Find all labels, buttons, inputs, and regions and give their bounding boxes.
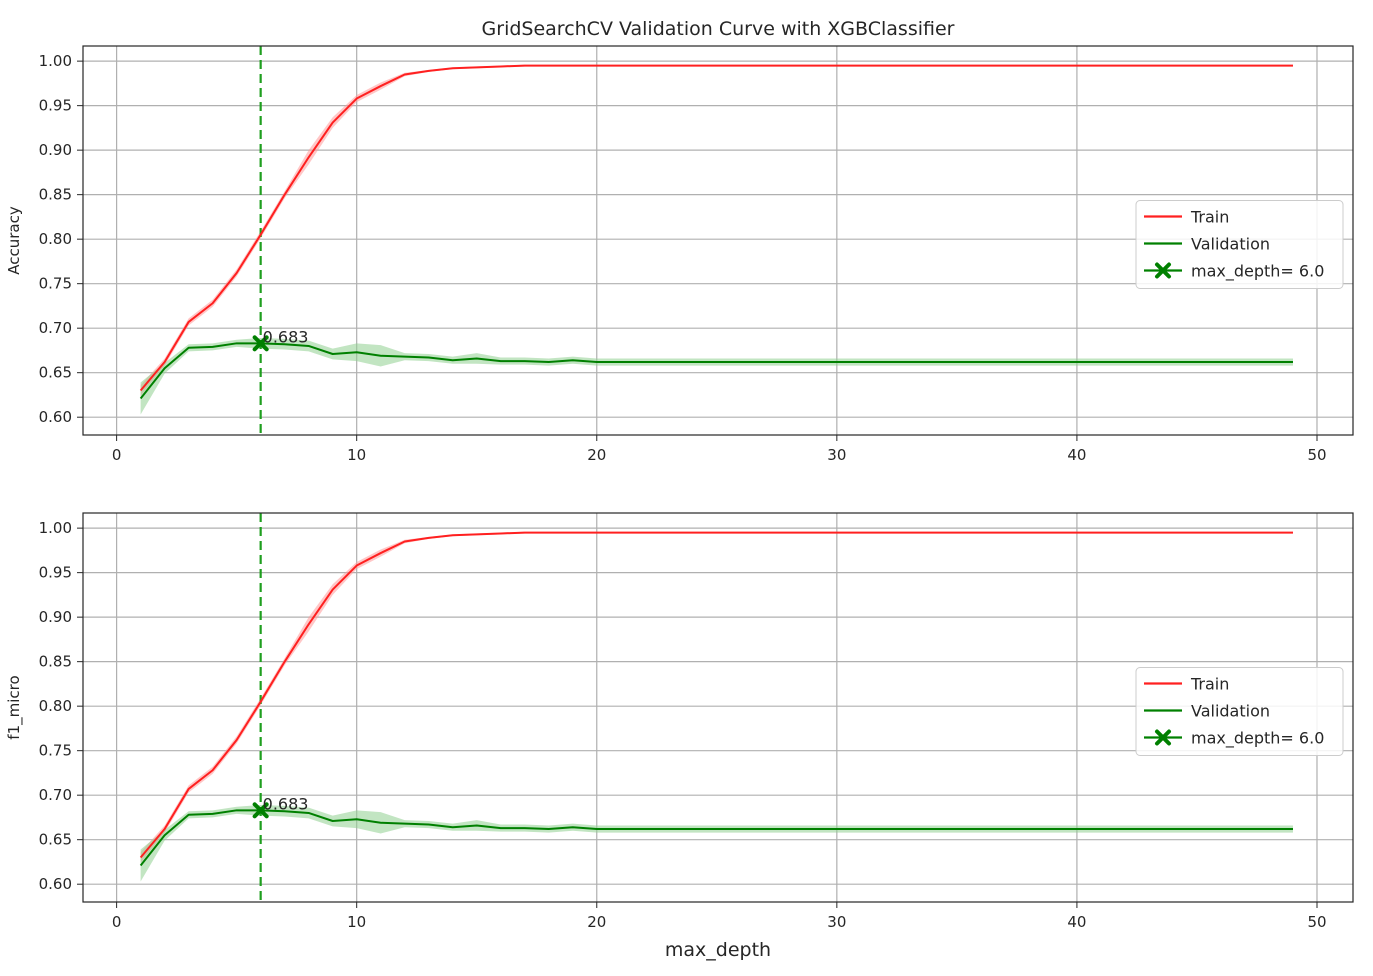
accuracy-panel: 0 10 20 30 40 50 0.60 0.65 0.70 0.75 0.80 0.85 0.90 0… <box>5 45 1354 464</box>
x-tick-label: 50 <box>1307 913 1326 931</box>
legend-marker-x <box>1155 262 1171 279</box>
x-tick-label: 0 <box>112 446 122 464</box>
plot-area <box>139 46 1293 435</box>
y-tick-label: 0.65 <box>39 831 72 849</box>
y-tick-label: 0.90 <box>39 141 72 159</box>
y-tick-label: 0.95 <box>39 97 72 115</box>
legend-label: max_depth= 6.0 <box>1191 729 1324 749</box>
y-tick-label: 0.80 <box>39 697 72 715</box>
axes-frame <box>82 45 1354 436</box>
x-tick-label: 40 <box>1067 446 1086 464</box>
x-tick-label: 20 <box>587 446 606 464</box>
f1-micro-panel: 0 10 20 30 40 50 0.60 0.65 0.70 0.75 0.80 0.85 0.90 0… <box>5 512 1354 931</box>
validation-line <box>139 809 1293 867</box>
x-tick-label: 30 <box>827 913 846 931</box>
x-tick-label: 20 <box>587 913 606 931</box>
axes-frame <box>82 512 1354 903</box>
plot-area <box>139 513 1293 902</box>
best-marker-x <box>252 802 269 819</box>
y-tick-label: 0.65 <box>39 364 72 382</box>
legend: Train Validation max_depth= 6.0 <box>1135 667 1344 756</box>
validation-std-band <box>140 804 1293 882</box>
legend: Train Validation max_depth= 6.0 <box>1135 200 1344 289</box>
x-tick-label: 0 <box>112 913 122 931</box>
legend-validation: Validation <box>1144 702 1270 721</box>
x-tick-label: 30 <box>827 446 846 464</box>
legend-label: Validation <box>1191 702 1270 721</box>
legend-best-depth: max_depth= 6.0 <box>1144 262 1324 282</box>
y-tick-label: 0.75 <box>39 742 72 760</box>
legend-train: Train <box>1144 675 1229 694</box>
legend-validation: Validation <box>1144 235 1270 254</box>
y-tick-label: 0.70 <box>39 319 72 337</box>
figure-title: GridSearchCV Validation Curve with XGBCl… <box>482 18 955 40</box>
x-tick-label: 40 <box>1067 913 1086 931</box>
best-score-annotation: 0.683 <box>263 794 309 813</box>
legend-label: max_depth= 6.0 <box>1191 262 1324 282</box>
x-axis-label: max_depth <box>665 939 771 961</box>
y-tick-label: 1.00 <box>39 52 72 70</box>
legend-best-depth: max_depth= 6.0 <box>1144 729 1324 749</box>
y-tick-label: 0.90 <box>39 608 72 626</box>
y-axis-label: f1_micro <box>5 675 24 739</box>
legend-label: Validation <box>1191 235 1270 254</box>
legend-label: Train <box>1190 208 1229 227</box>
y-tick-label: 0.85 <box>39 653 72 671</box>
y-tick-label: 0.95 <box>39 564 72 582</box>
legend-box <box>1135 200 1344 289</box>
legend-label: Train <box>1190 675 1229 694</box>
x-tick-label: 10 <box>347 446 366 464</box>
y-tick-label: 0.60 <box>39 875 72 893</box>
y-tick-label: 0.60 <box>39 408 72 426</box>
y-tick-label: 0.85 <box>39 186 72 204</box>
best-score-annotation: 0.683 <box>263 327 309 346</box>
best-marker-x <box>252 335 269 352</box>
y-axis-label: Accuracy <box>5 206 23 275</box>
best-score-marker <box>252 802 269 819</box>
legend-marker-x <box>1155 729 1171 746</box>
x-tick-label: 10 <box>347 913 366 931</box>
legend-train: Train <box>1144 208 1229 227</box>
y-tick-label: 0.70 <box>39 786 72 804</box>
validation-std-band <box>140 337 1293 415</box>
legend-box <box>1135 667 1344 756</box>
train-line <box>139 64 1293 392</box>
train-line <box>139 531 1293 859</box>
best-score-marker <box>252 335 269 352</box>
y-tick-label: 0.80 <box>39 230 72 248</box>
y-tick-label: 1.00 <box>39 519 72 537</box>
y-tick-label: 0.75 <box>39 275 72 293</box>
x-tick-label: 50 <box>1307 446 1326 464</box>
validation-line <box>139 342 1293 400</box>
